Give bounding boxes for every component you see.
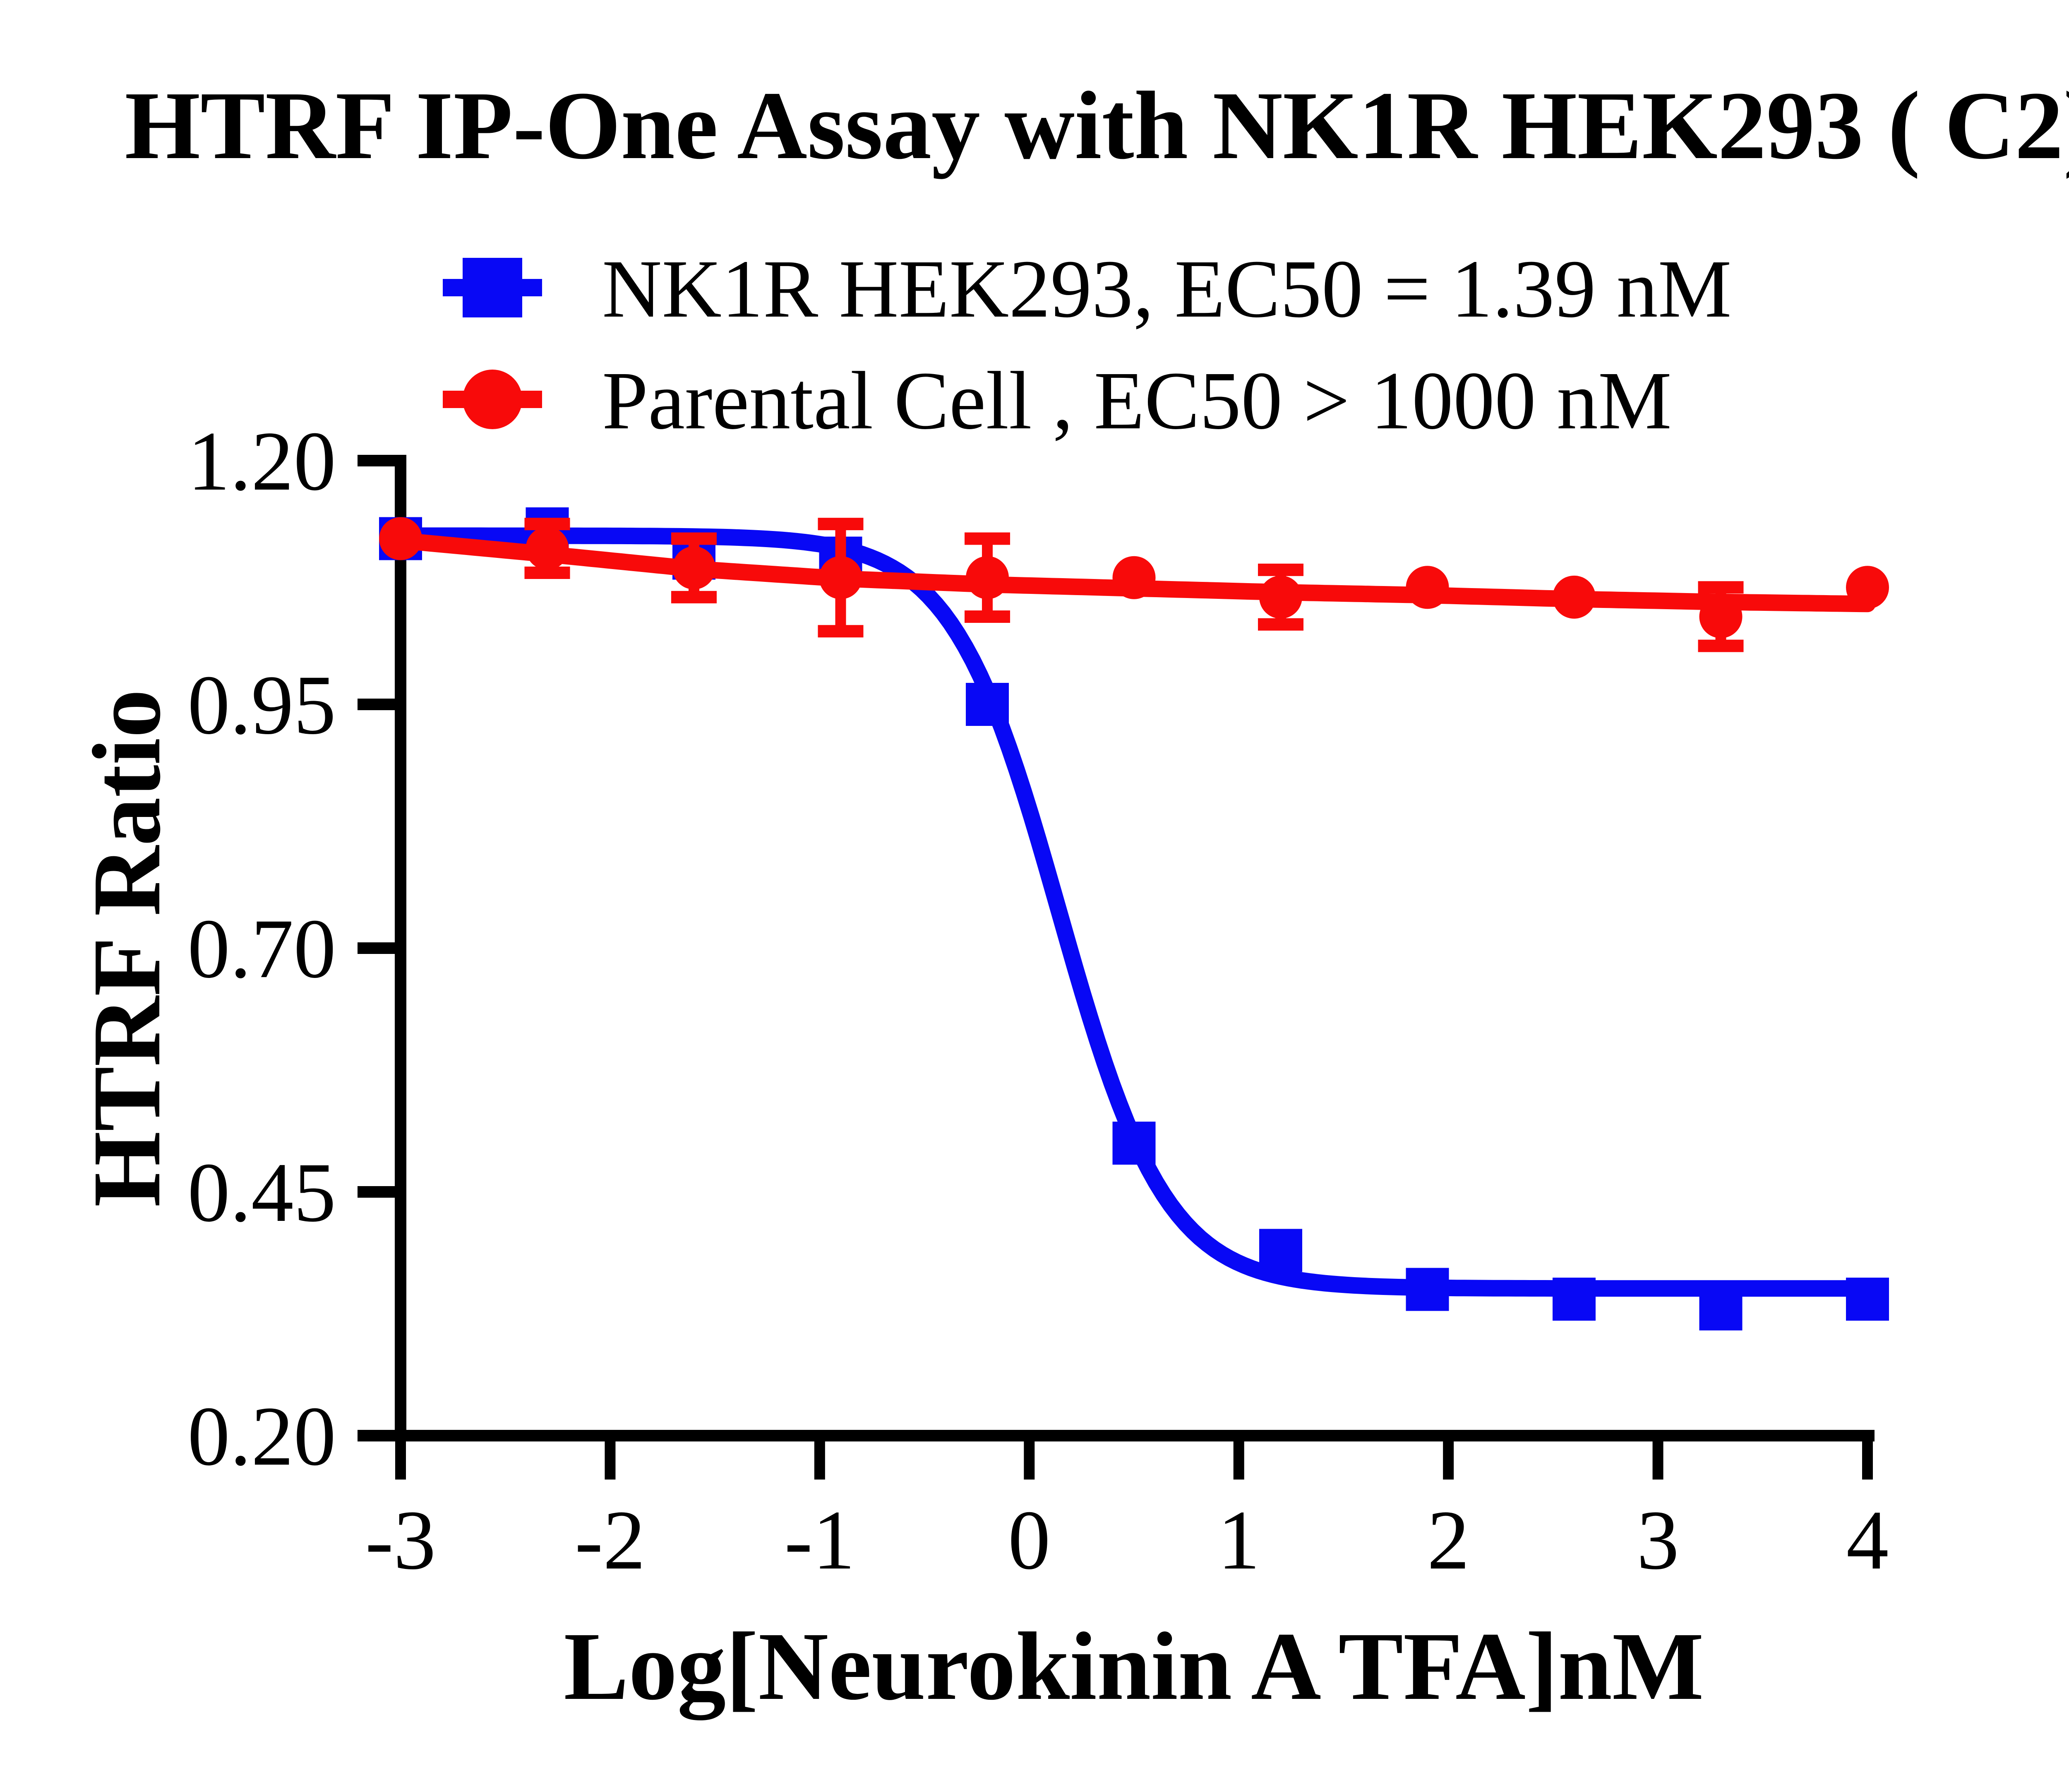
data-point-square	[1699, 1287, 1743, 1331]
legend-item-nk1r: NK1R HEK293, EC50 = 1.39 nM	[443, 243, 1732, 335]
x-tick-label: -3	[365, 1493, 436, 1587]
x-axis-title: Log[Neurokinin A TFA]nM	[564, 1612, 1704, 1720]
data-point-circle	[966, 556, 1009, 599]
x-tick-label: -2	[575, 1493, 646, 1587]
data-point-square	[1553, 1278, 1596, 1321]
x-tick-label: -1	[784, 1493, 855, 1587]
legend-item-parental: Parental Cell , EC50 > 1000 nM	[443, 355, 1672, 447]
x-tick-label: 2	[1427, 1493, 1470, 1587]
data-point-circle	[1112, 556, 1156, 599]
data-point-square	[1846, 1278, 1889, 1321]
x-tick-label: 3	[1637, 1493, 1679, 1587]
data-point-circle	[1259, 575, 1303, 619]
y-tick-label: 1.20	[187, 414, 336, 508]
legend-circle-marker-icon	[463, 370, 522, 429]
y-axis-title: HTRF Ratio	[73, 689, 180, 1207]
data-point-circle	[1553, 575, 1596, 619]
x-tick-label: 4	[1846, 1493, 1889, 1587]
data-point-circle	[526, 527, 569, 570]
data-point-circle	[672, 546, 716, 590]
plot-series	[379, 507, 1889, 1331]
x-tick-label: 0	[1008, 1493, 1051, 1587]
y-tick-label: 0.70	[187, 902, 336, 996]
y-tick-label: 0.95	[187, 658, 336, 752]
y-tick-label: 0.45	[187, 1146, 336, 1240]
chart-title: HTRF IP-One Assay with NK1R HEK293 ( C2)	[125, 72, 2069, 179]
legend-label-parental: Parental Cell , EC50 > 1000 nM	[602, 355, 1672, 447]
data-point-square	[966, 683, 1009, 726]
legend: NK1R HEK293, EC50 = 1.39 nM Parental Cel…	[443, 243, 1732, 447]
legend-label-nk1r: NK1R HEK293, EC50 = 1.39 nM	[602, 243, 1732, 335]
data-point-square	[1406, 1268, 1449, 1311]
data-point-circle	[819, 556, 862, 599]
data-point-square	[1112, 1122, 1156, 1165]
x-tick-label: 1	[1217, 1493, 1260, 1587]
data-point-circle	[1699, 595, 1743, 638]
data-point-circle	[1406, 566, 1449, 609]
y-tick-label: 0.20	[187, 1389, 336, 1483]
data-point-circle	[1846, 566, 1889, 609]
data-point-circle	[379, 517, 422, 560]
axes: 1.20 0.95 0.70 0.45 0.20 -3 -2 -1 0 1 2 3 4	[187, 414, 1889, 1587]
fit-curve-square	[392, 527, 1876, 1297]
data-point-square	[1259, 1229, 1303, 1272]
legend-square-marker-icon	[463, 258, 522, 317]
